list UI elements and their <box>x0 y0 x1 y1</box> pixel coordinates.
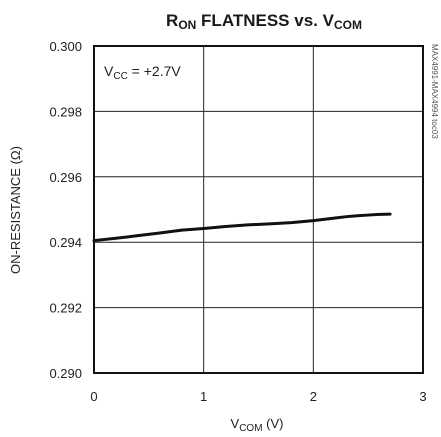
y-axis-ticks: 0.290 0.292 0.294 0.296 0.298 0.300 <box>49 39 82 381</box>
x-tick-label: 3 <box>419 389 426 404</box>
figure-id-label: MAX4991-MAX4994 toc03 <box>430 44 439 139</box>
y-tick-label: 0.292 <box>49 301 82 316</box>
y-tick-label: 0.298 <box>49 104 82 119</box>
x-tick-label: 1 <box>200 389 207 404</box>
vcc-annotation: VCC = +2.7V <box>104 63 181 82</box>
x-tick-label: 0 <box>90 389 97 404</box>
y-tick-label: 0.300 <box>49 39 82 54</box>
x-tick-label: 2 <box>310 389 317 404</box>
chart-title: RON FLATNESS vs. VCOM <box>166 11 362 32</box>
x-axis-ticks: 0 1 2 3 <box>90 389 426 404</box>
x-axis-label: VCOM (V) <box>231 416 284 434</box>
y-tick-label: 0.294 <box>49 235 82 250</box>
chart-title-text: RON FLATNESS vs. VCOM <box>166 11 362 32</box>
y-tick-label: 0.296 <box>49 170 82 185</box>
grid <box>94 46 423 373</box>
series-line <box>92 212 392 243</box>
y-tick-label: 0.290 <box>49 366 82 381</box>
plot-frame <box>93 45 424 374</box>
y-axis-label: ON-RESISTANCE (Ω) <box>8 146 23 274</box>
